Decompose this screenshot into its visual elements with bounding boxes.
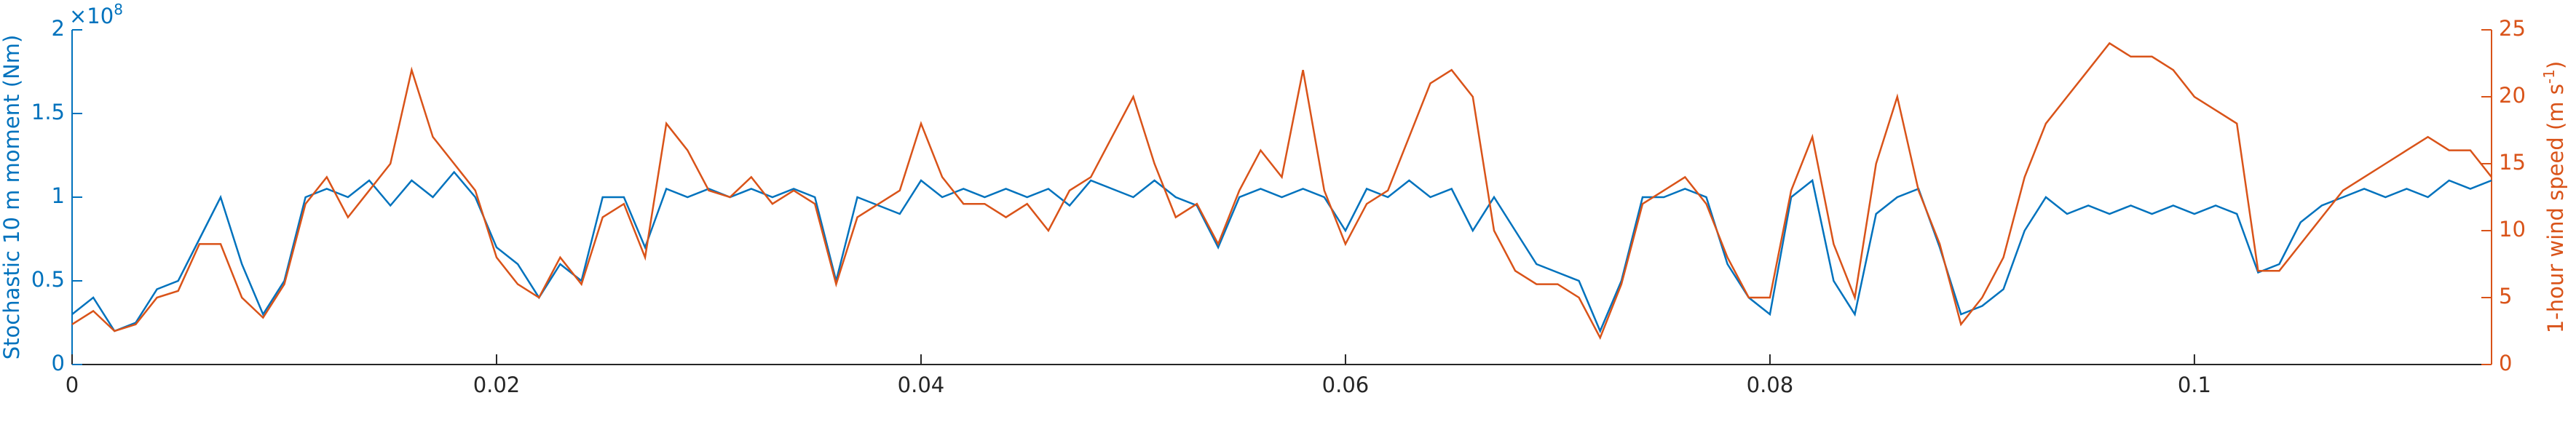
- x-tick-label: 0: [66, 373, 79, 397]
- y-tick-label: 0: [52, 351, 65, 375]
- series-line: [71, 41, 2492, 341]
- y2-label-main: 1-hour wind speed (m s: [2543, 84, 2568, 333]
- y-exponent-base: ×10: [69, 4, 114, 28]
- y-axis-label: Stochastic 10 m moment (Nm): [0, 35, 24, 360]
- x-tick-label: 0.04: [898, 373, 945, 397]
- y-tick-label: 0.5: [31, 267, 65, 292]
- y2-tick-label: 0: [2499, 351, 2512, 375]
- y2-tick-label: 20: [2499, 83, 2526, 108]
- y-tick-label: 2: [52, 16, 65, 41]
- y2-tick-label: 5: [2499, 284, 2512, 308]
- x-tick-label: 0.06: [1322, 373, 1370, 397]
- y2-label-sup: -1: [2540, 69, 2558, 84]
- y2-tick-label: 10: [2499, 217, 2526, 242]
- y2-tick-label: 25: [2499, 16, 2526, 41]
- x-tick-label: 0.1: [2178, 373, 2211, 397]
- y-exponent-power: 8: [114, 1, 123, 18]
- x-tick-label: 0.02: [473, 373, 521, 397]
- y-tick-label: 1: [52, 183, 65, 208]
- series-line: [71, 170, 2492, 334]
- y-tick-label: 1.5: [31, 100, 65, 124]
- y2-axis-label: 1-hour wind speed (m s-1): [2540, 61, 2569, 333]
- x-tick-label: 0.08: [1747, 373, 1794, 397]
- y2-tick-label: 15: [2499, 150, 2526, 175]
- y-exponent: ×108: [69, 1, 123, 29]
- y2-label-end: ): [2543, 61, 2568, 69]
